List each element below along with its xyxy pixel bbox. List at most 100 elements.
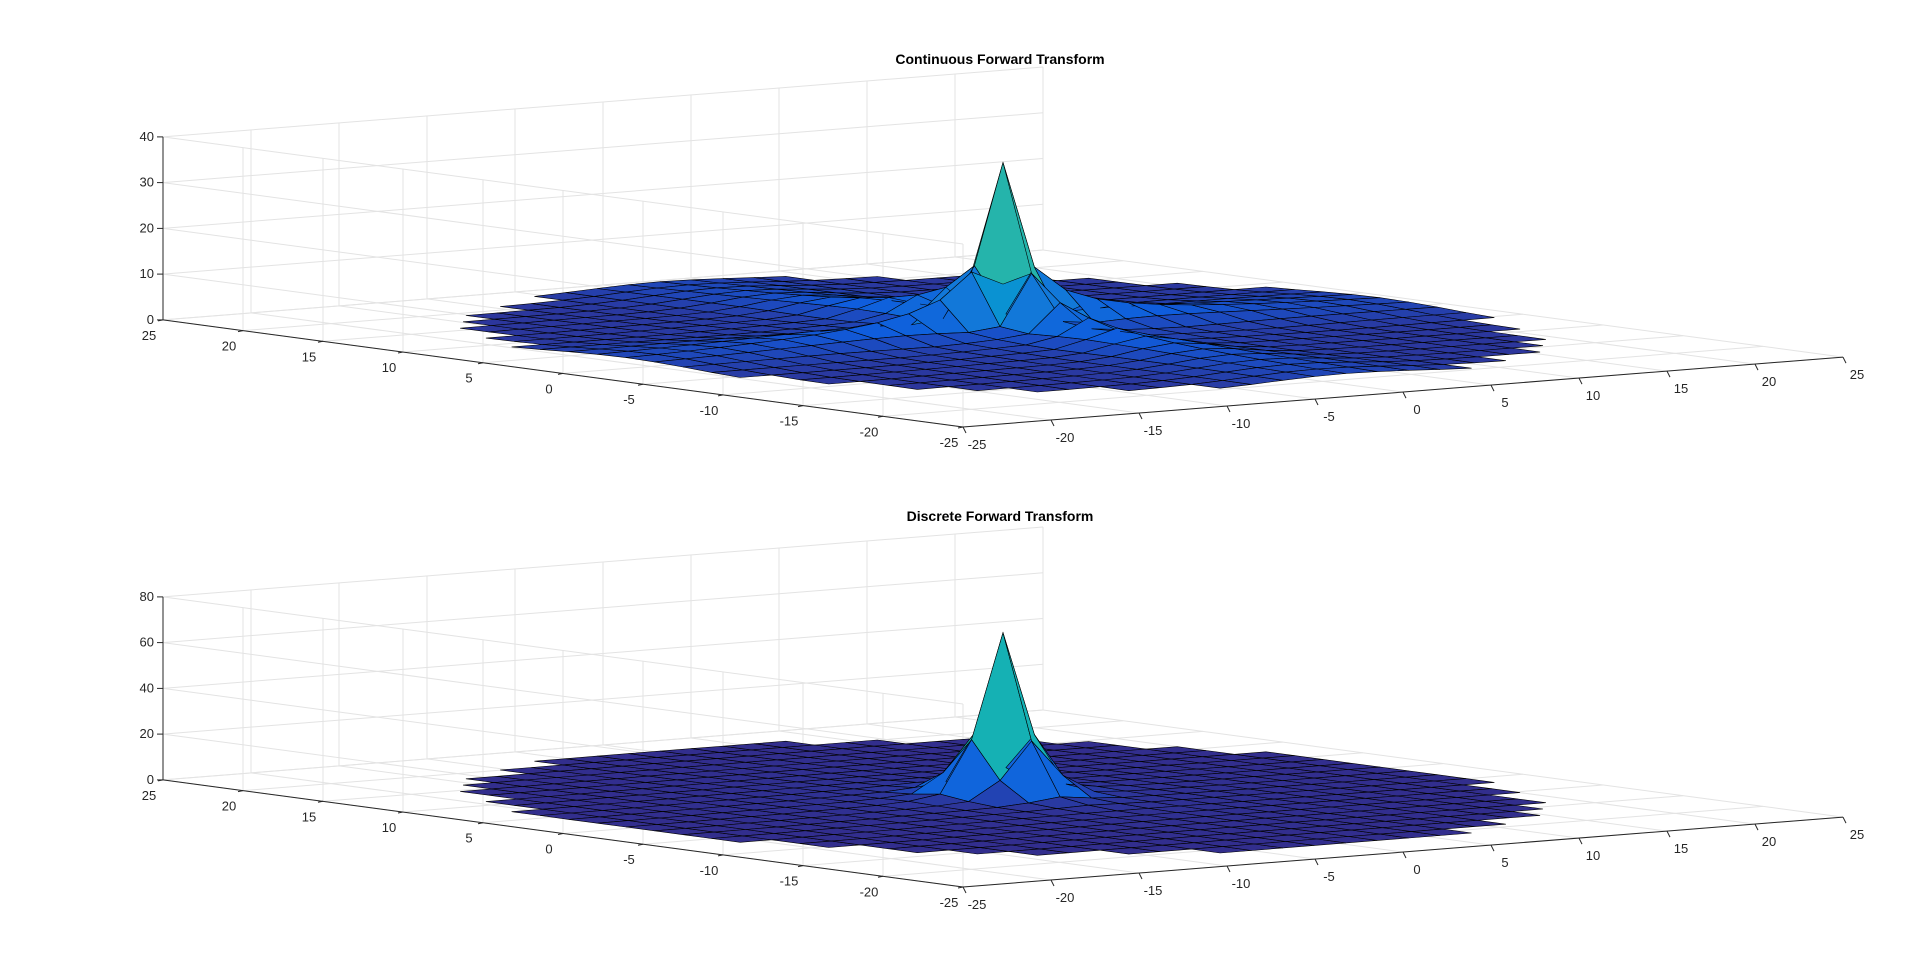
top-z-tick-label: 30 bbox=[140, 175, 154, 190]
bottom-z-tick-label: 20 bbox=[140, 726, 154, 741]
top-x-tick-label: 0 bbox=[1413, 402, 1420, 417]
bottom-y-tick-label: -15 bbox=[780, 874, 799, 889]
bottom-y-tick-label: 20 bbox=[222, 799, 236, 814]
bottom-x-tick-label: 5 bbox=[1501, 855, 1508, 870]
top-x-tick bbox=[962, 426, 967, 434]
bottom-y-tick bbox=[317, 800, 324, 803]
top-surface-patch bbox=[1460, 324, 1521, 332]
top-x-tick bbox=[1490, 384, 1495, 392]
top-x-tick bbox=[1754, 363, 1759, 371]
top-y-tick bbox=[317, 340, 324, 343]
bottom-x-tick bbox=[1578, 837, 1583, 845]
bottom-x-tick-label: -5 bbox=[1323, 869, 1335, 884]
top-x-tick bbox=[1666, 370, 1671, 378]
top-y-tick bbox=[797, 405, 804, 408]
bottom-y-tick-label: 5 bbox=[465, 831, 472, 846]
top-surface bbox=[460, 161, 1546, 393]
bottom-x-tick-label: -15 bbox=[1144, 883, 1163, 898]
top-surface-patch bbox=[1485, 335, 1546, 343]
bottom-surface-patch bbox=[1485, 798, 1546, 806]
top-x-tick-label: 5 bbox=[1501, 395, 1508, 410]
top-y-tick bbox=[877, 415, 884, 418]
top-y-tick-label: -25 bbox=[940, 435, 959, 450]
bottom-y-tick-label: -20 bbox=[860, 884, 879, 899]
top-y-tick-label: 0 bbox=[545, 381, 552, 396]
top-z-tick-label: 0 bbox=[147, 312, 154, 327]
top-x-tick-label: -25 bbox=[968, 437, 987, 452]
bottom-z-tick-label: 80 bbox=[140, 589, 154, 604]
top-z-tick-label: 20 bbox=[140, 220, 154, 235]
bottom-y-tick-label: -5 bbox=[623, 852, 635, 867]
top-x-tick-label: 25 bbox=[1850, 367, 1864, 382]
bottom-y-tick-label: 25 bbox=[142, 788, 156, 803]
bottom-x-tick bbox=[1226, 865, 1231, 873]
bottom-y-tick bbox=[957, 886, 964, 889]
top-y-tick bbox=[557, 372, 564, 375]
top-y-tick-label: 5 bbox=[465, 371, 472, 386]
bottom-y-tick-label: 10 bbox=[382, 820, 396, 835]
bottom-y-tick-label: -10 bbox=[700, 863, 719, 878]
top-x-tick bbox=[1138, 412, 1143, 420]
top-x-tick-label: -15 bbox=[1144, 423, 1163, 438]
top-y-tick bbox=[477, 362, 484, 365]
bottom-surface-patch bbox=[1482, 804, 1544, 812]
top-y-tick bbox=[957, 426, 964, 429]
bottom-y-tick-label: 0 bbox=[545, 842, 552, 857]
bottom-y-axis-line bbox=[162, 779, 964, 888]
bottom-x-tick-label: 25 bbox=[1850, 827, 1864, 842]
bottom-y-tick bbox=[637, 843, 644, 846]
top-y-tick bbox=[717, 394, 724, 397]
bottom-y-tick-label: -25 bbox=[940, 895, 959, 910]
bottom-y-tick bbox=[877, 875, 884, 878]
bottom-y-tick bbox=[477, 822, 484, 825]
bottom-x-tick-label: -10 bbox=[1232, 876, 1251, 891]
top-x-tick bbox=[1578, 377, 1583, 385]
top-surface-patch bbox=[1411, 364, 1472, 370]
bottom-grid-line bbox=[1042, 709, 1844, 818]
top-surface-patch bbox=[1434, 312, 1495, 321]
top-axes: -25 -20 -15 -10 -5 0 5 10 15 20 25 -25 -20 -15 -10 -5 0 5… bbox=[140, 129, 1865, 452]
bottom-surface-patch bbox=[1434, 778, 1495, 786]
bottom-x-tick bbox=[1138, 872, 1143, 880]
top-y-tick bbox=[637, 383, 644, 386]
top-x-tick-label: 15 bbox=[1674, 381, 1688, 396]
top-y-tick bbox=[237, 330, 244, 333]
bottom-x-tick-label: -25 bbox=[968, 897, 987, 912]
bottom-x-tick-label: 10 bbox=[1586, 848, 1600, 863]
bottom-z-tick-label: 60 bbox=[140, 635, 154, 650]
top-z-tick-label: 10 bbox=[140, 266, 154, 281]
top-y-tick bbox=[397, 351, 404, 354]
top-x-tick-label: -20 bbox=[1056, 430, 1075, 445]
top-x-tick bbox=[1226, 405, 1231, 413]
top-x-tick-label: -5 bbox=[1323, 409, 1335, 424]
top-y-tick-label: 10 bbox=[382, 360, 396, 375]
top-surface-plot: Continuous Forward Transform -25 -20 -15 -1… bbox=[140, 51, 1865, 452]
bottom-x-tick-label: -20 bbox=[1056, 890, 1075, 905]
bottom-x-tick bbox=[962, 886, 967, 894]
top-x-tick bbox=[1050, 419, 1055, 427]
bottom-x-tick-label: 15 bbox=[1674, 841, 1688, 856]
top-grid-line bbox=[250, 312, 1052, 421]
bottom-surface-patch bbox=[1411, 828, 1472, 836]
bottom-surface-plot: Discrete Forward Transform -25 -20 -15 -10 -… bbox=[140, 508, 1865, 912]
bottom-y-tick bbox=[237, 790, 244, 793]
top-x-tick bbox=[1842, 356, 1847, 364]
top-surface-patch bbox=[1482, 341, 1544, 349]
top-x-tick bbox=[1402, 391, 1407, 399]
bottom-surface bbox=[460, 631, 1546, 856]
bottom-x-tick bbox=[1490, 844, 1495, 852]
top-x-tick-label: -10 bbox=[1232, 416, 1251, 431]
bottom-x-tick bbox=[1666, 830, 1671, 838]
bottom-plot-title: Discrete Forward Transform bbox=[907, 508, 1094, 524]
top-y-tick-label: -5 bbox=[623, 392, 635, 407]
bottom-y-tick bbox=[557, 833, 564, 835]
top-grid-line bbox=[1042, 249, 1844, 358]
bottom-y-tick bbox=[397, 811, 404, 814]
bottom-x-tick bbox=[1314, 858, 1319, 866]
top-x-tick-label: 20 bbox=[1762, 374, 1776, 389]
bottom-x-tick-label: 0 bbox=[1413, 862, 1420, 877]
top-surface-patch bbox=[1480, 347, 1541, 355]
bottom-x-tick bbox=[1402, 851, 1407, 859]
